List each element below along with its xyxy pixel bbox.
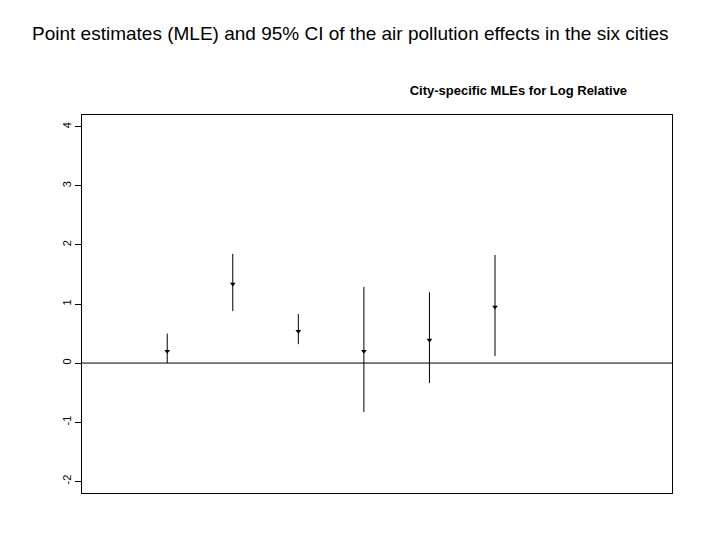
svg-text:-2: -2 bbox=[61, 475, 73, 485]
svg-text:4: 4 bbox=[61, 122, 73, 128]
svg-text:1: 1 bbox=[61, 299, 73, 305]
svg-text:0: 0 bbox=[61, 358, 73, 364]
html-text:Point estimates (MLE) and 95%: Point estimates (MLE) and 95% CI of the … bbox=[32, 23, 669, 44]
svg-text:3: 3 bbox=[61, 181, 73, 187]
svg-text:-1: -1 bbox=[61, 416, 73, 426]
svg-text:City-specific MLEs for Log Rel: City-specific MLEs for Log Relative bbox=[410, 83, 627, 98]
svg-text:2: 2 bbox=[61, 240, 73, 246]
